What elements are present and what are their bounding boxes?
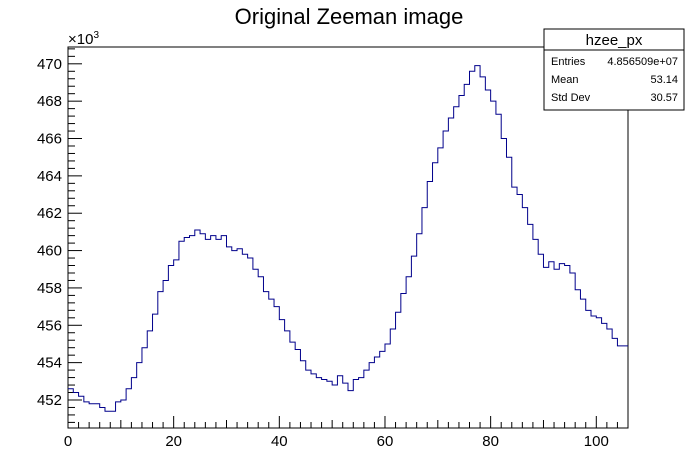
stats-entries-label: Entries — [551, 56, 586, 68]
x-tick-label: 0 — [64, 433, 72, 450]
stats-stddev-value: 30.57 — [650, 92, 678, 104]
y-tick-label: 460 — [37, 243, 62, 260]
x-tick-label: 40 — [271, 433, 288, 450]
histogram-series-line — [68, 65, 628, 412]
stats-mean-label: Mean — [551, 74, 579, 86]
stats-title: hzee_px — [586, 32, 643, 49]
x-tick-label: 80 — [482, 433, 499, 450]
y-exponent-label: ×103 — [68, 30, 99, 48]
plot-frame — [67, 46, 629, 429]
x-axis: 0 20 40 60 80 100 — [64, 416, 629, 450]
y-tick-label: 468 — [37, 93, 62, 110]
y-axis: 452 454 456 458 460 462 464 466 468 470 — [37, 48, 82, 423]
stats-box: hzee_px Entries 4.856509e+07 Mean 53.14 … — [543, 28, 685, 111]
y-tick-label: 464 — [37, 168, 62, 185]
stats-stddev-label: Std Dev — [551, 92, 591, 104]
stats-mean-value: 53.14 — [650, 74, 678, 86]
y-tick-label: 462 — [37, 205, 62, 222]
y-tick-label: 470 — [37, 56, 62, 73]
y-tick-label: 458 — [37, 280, 62, 297]
y-tick-label: 452 — [37, 392, 62, 409]
y-tick-label: 466 — [37, 131, 62, 148]
y-tick-label: 454 — [37, 355, 62, 372]
x-tick-label: 20 — [165, 433, 182, 450]
chart-title: Original Zeeman image — [235, 4, 464, 29]
plot-frame-rect — [67, 46, 629, 429]
x-tick-label: 100 — [584, 433, 609, 450]
x-tick-label: 60 — [377, 433, 394, 450]
stats-entries-value: 4.856509e+07 — [607, 56, 678, 68]
y-tick-label: 456 — [37, 317, 62, 334]
